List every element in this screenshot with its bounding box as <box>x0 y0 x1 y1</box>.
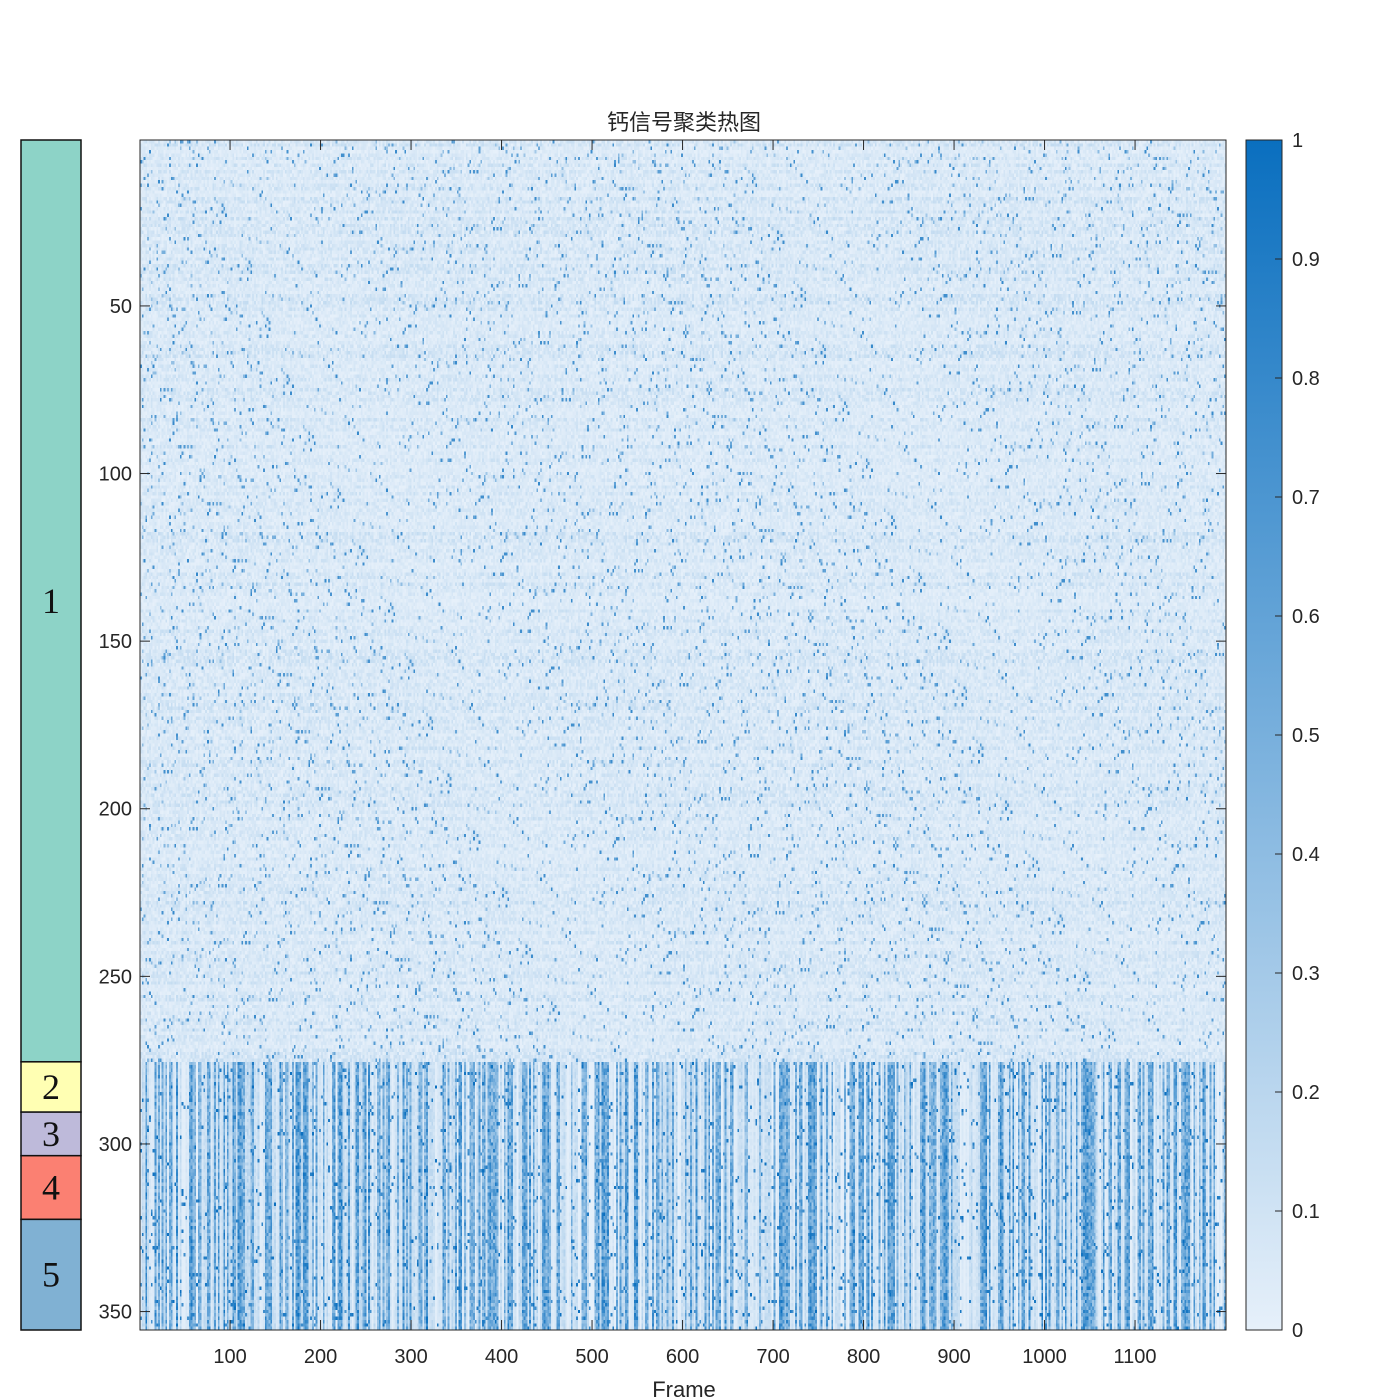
cluster-segment <box>20 1218 82 1331</box>
cluster-bar: 1 2 3 4 5 <box>20 139 82 1331</box>
colorbar: 0 0.1 0.2 0.3 0.4 0.5 0.6 0.7 0.8 0.9 1 <box>1245 130 1320 1342</box>
x-tick-label: 200 <box>304 1346 337 1368</box>
colorbar-tick-label: 0.6 <box>1292 606 1320 628</box>
axes: 100 200 300 400 500 600 700 800 900 1000 1100 50 100… <box>99 139 1227 1368</box>
cluster-segment <box>20 1154 82 1221</box>
chart-title: 钙信号聚类热图 <box>607 111 761 136</box>
x-tick-label: 1100 <box>1114 1346 1157 1368</box>
x-tick-label: 700 <box>756 1346 789 1368</box>
colorbar-tick-label: 0.9 <box>1292 249 1320 271</box>
colorbar-tick-label: 0.4 <box>1292 844 1320 866</box>
colorbar-tick-label: 0.3 <box>1292 963 1320 985</box>
y-tick-label: 100 <box>99 464 132 486</box>
cluster-label: 2 <box>42 1067 60 1107</box>
colorbar-tick-label: 0.1 <box>1292 1201 1320 1223</box>
y-tick-label: 200 <box>99 799 132 821</box>
y-tick-label: 300 <box>99 1134 132 1156</box>
y-tick-label: 250 <box>99 966 132 988</box>
x-tick-label: 300 <box>394 1346 427 1368</box>
x-tick-label: 800 <box>847 1346 880 1368</box>
colorbar-tick-label: 0 <box>1292 1320 1303 1342</box>
cluster-label: 3 <box>42 1114 60 1154</box>
heatmap-image <box>140 140 1226 1330</box>
cluster-segment <box>20 1061 82 1113</box>
cluster-segment <box>20 139 82 1063</box>
colorbar-tick-label: 0.7 <box>1292 487 1320 509</box>
colorbar-tick-label: 0.8 <box>1292 368 1320 390</box>
x-tick-label: 1000 <box>1022 1346 1067 1368</box>
colorbar-tick-label: 1 <box>1292 130 1303 152</box>
cluster-label: 1 <box>42 581 60 621</box>
x-tick-label: 900 <box>937 1346 970 1368</box>
y-tick-label: 350 <box>99 1302 132 1324</box>
x-tick-label: 100 <box>213 1346 246 1368</box>
x-axis-label: Frame <box>652 1377 716 1400</box>
heatmap <box>140 140 1226 1330</box>
x-tick-label: 600 <box>666 1346 699 1368</box>
cluster-label: 5 <box>42 1255 60 1295</box>
y-tick-label: 150 <box>99 631 132 653</box>
x-tick-label: 500 <box>575 1346 608 1368</box>
colorbar-tick-label: 0.2 <box>1292 1082 1320 1104</box>
y-tick-label: 50 <box>110 296 132 318</box>
colorbar-tick-label: 0.5 <box>1292 725 1320 747</box>
x-tick-label: 400 <box>485 1346 518 1368</box>
cluster-label: 4 <box>42 1168 60 1208</box>
